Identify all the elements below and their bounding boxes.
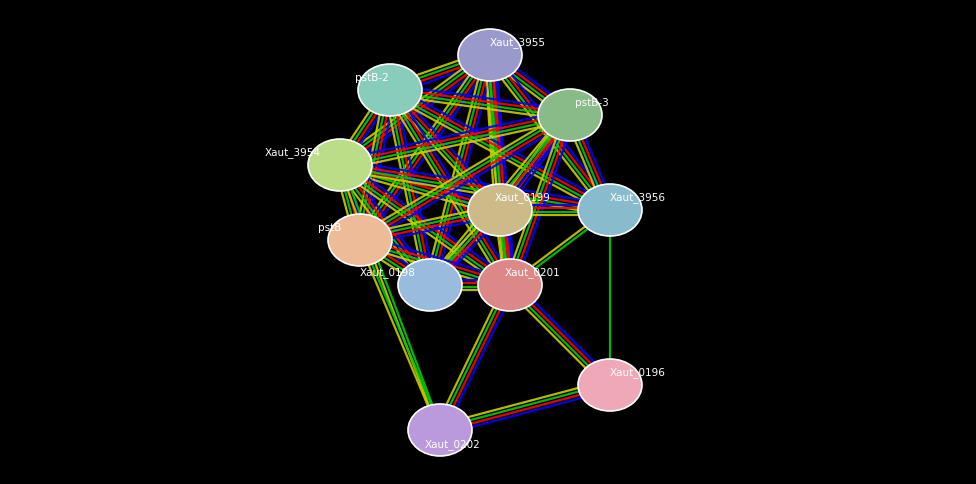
Text: Xaut_0196: Xaut_0196 — [610, 367, 666, 378]
Ellipse shape — [408, 404, 472, 456]
Ellipse shape — [578, 359, 642, 411]
Text: pstB-2: pstB-2 — [355, 73, 388, 83]
Text: Xaut_3956: Xaut_3956 — [610, 193, 666, 203]
Ellipse shape — [328, 214, 392, 266]
Text: Xaut_0202: Xaut_0202 — [426, 439, 481, 451]
Text: Xaut_0199: Xaut_0199 — [495, 193, 550, 203]
Ellipse shape — [308, 139, 372, 191]
Text: Xaut_3955: Xaut_3955 — [490, 38, 546, 48]
Ellipse shape — [478, 259, 542, 311]
Ellipse shape — [538, 89, 602, 141]
Ellipse shape — [458, 29, 522, 81]
Ellipse shape — [578, 184, 642, 236]
Text: Xaut_3954: Xaut_3954 — [265, 148, 321, 158]
Ellipse shape — [358, 64, 422, 116]
Ellipse shape — [398, 259, 462, 311]
Ellipse shape — [468, 184, 532, 236]
Text: pstB: pstB — [318, 223, 342, 233]
Text: pstB-3: pstB-3 — [575, 98, 609, 108]
Text: Xaut_0198: Xaut_0198 — [360, 268, 416, 278]
Text: Xaut_0201: Xaut_0201 — [506, 268, 561, 278]
